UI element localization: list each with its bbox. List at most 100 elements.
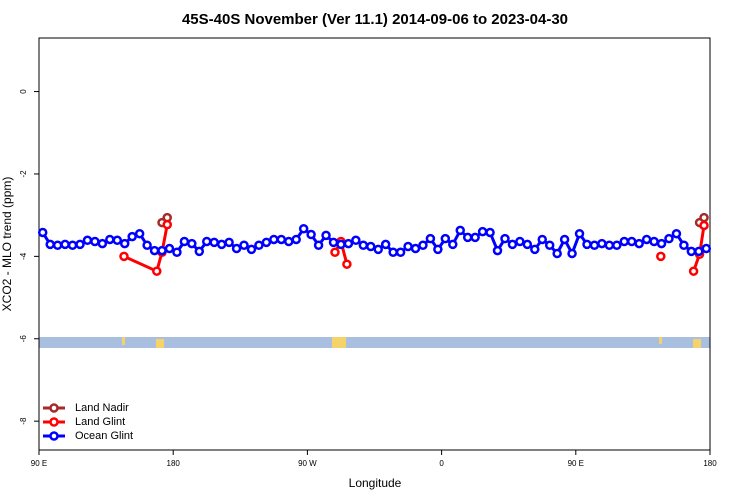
point [544,240,555,250]
y-tick-label: -2 [19,170,28,178]
point [45,239,55,250]
point [351,235,361,246]
point [440,233,451,244]
point [284,236,294,247]
land-mask-band [39,337,710,348]
point [187,238,197,249]
point [164,243,175,254]
point [157,245,167,256]
point [179,236,190,247]
point [261,237,272,248]
x-tick-label: 180 [167,459,181,468]
point [462,232,473,243]
point [216,239,227,250]
legend-label: Ocean Glint [75,430,133,442]
point [649,236,659,247]
point [224,237,234,248]
point [172,247,182,257]
chart-title: 45S-40S November (Ver 11.1) 2014-09-06 t… [182,11,568,28]
point [246,244,257,255]
point [127,231,137,242]
point [395,247,406,257]
land-mask [659,337,662,344]
y-tick-label: 0 [19,89,28,94]
point [515,236,525,247]
point [641,234,652,245]
y-tick-label: -6 [19,335,28,343]
point [418,240,428,250]
point [619,236,630,247]
point [336,239,346,250]
point [313,240,324,250]
x-tick-label: 90 W [298,459,317,468]
point [90,236,100,247]
point [604,240,615,250]
point [328,237,339,248]
point [105,234,115,245]
point [373,244,383,255]
point [37,227,48,238]
point [119,238,130,249]
point [342,259,352,269]
point [60,239,70,250]
point [448,239,458,250]
point [688,266,699,276]
legend-marker [49,403,59,413]
point [671,228,682,239]
point [291,234,301,245]
point [425,233,436,244]
legend-marker [49,417,59,427]
land-mask [332,337,346,348]
point [112,235,123,246]
point [380,239,391,250]
point [582,239,592,250]
point [142,240,152,250]
point [209,237,219,248]
point [269,234,279,245]
point [634,238,644,249]
point [239,240,249,250]
x-tick-label: 90 E [568,459,584,468]
point [567,248,577,259]
point [626,236,637,247]
legend-marker [49,431,59,441]
point [656,251,666,262]
x-tick-label: 0 [439,459,444,468]
point [52,240,63,250]
point [552,248,562,259]
point [194,246,205,257]
point [530,244,540,255]
point [686,246,697,257]
point [358,240,369,250]
point [410,243,421,254]
point [477,226,488,237]
plot-frame [38,37,711,451]
point [701,243,712,254]
point [202,236,212,247]
point [254,240,264,250]
legend-label: Land Glint [75,416,125,428]
legend-label: Land Nadir [75,402,129,414]
point [574,228,585,239]
series-line [123,224,169,274]
point [694,246,704,257]
point [276,234,287,245]
point [656,238,667,249]
point [679,240,689,250]
point [298,224,309,234]
point [699,212,709,223]
point [162,219,172,230]
point [455,225,465,236]
point [82,235,93,246]
point [522,239,533,250]
y-tick-label: -4 [19,252,28,260]
point [597,238,607,249]
point [612,240,622,250]
point [119,251,129,262]
point [75,239,85,250]
point [485,227,495,238]
point [306,229,316,240]
point [403,241,413,252]
point [67,240,78,250]
